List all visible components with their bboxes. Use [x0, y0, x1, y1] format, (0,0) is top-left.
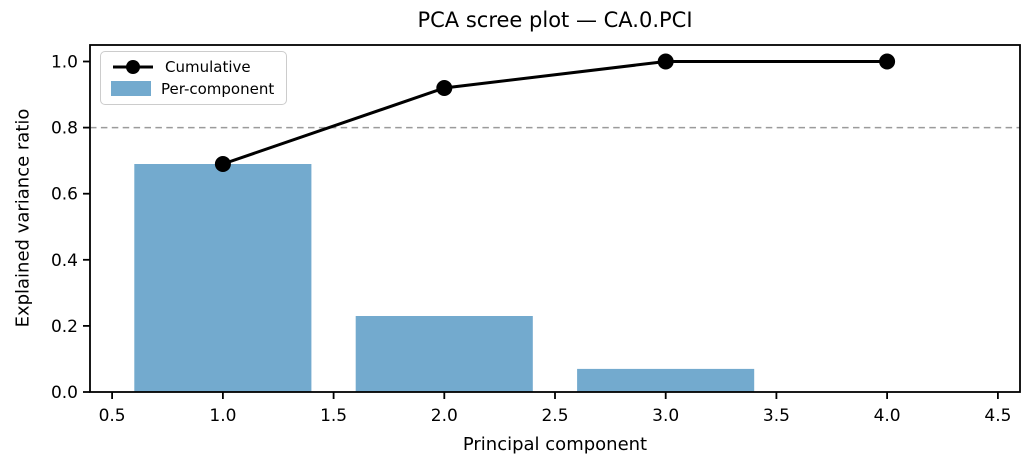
- y-tick-label: 0.2: [51, 317, 78, 337]
- data-point-pc4: [879, 53, 896, 70]
- y-tick-label: 1.0: [51, 53, 78, 73]
- bar-pc1: [134, 164, 312, 392]
- legend: Cumulative Per-component: [100, 51, 288, 105]
- data-point-pc1: [214, 156, 231, 172]
- y-tick-label: 0.8: [51, 119, 78, 139]
- legend-item-cumulative: Cumulative: [111, 59, 274, 76]
- y-tick-label: 0.6: [51, 185, 78, 205]
- x-tick-label: 3.0: [652, 406, 679, 426]
- x-tick-label: 2.0: [431, 406, 458, 426]
- x-tick-label: 4.5: [984, 406, 1011, 426]
- y-axis-label: Explained variance ratio: [12, 108, 34, 328]
- chart-title: PCA scree plot — CA.0.PCI: [417, 8, 693, 32]
- legend-item-per-component: Per-component: [111, 79, 275, 98]
- x-tick-label: 2.5: [541, 406, 568, 426]
- y-tick-label: 0.4: [51, 251, 78, 271]
- x-tick-label: 0.5: [99, 406, 126, 426]
- bar-pc3: [577, 368, 755, 392]
- x-tick-label: 1.0: [209, 406, 236, 426]
- x-axis-label: Principal component: [462, 434, 648, 455]
- cumulative-line: [221, 60, 889, 166]
- x-tick-label: 1.5: [320, 406, 347, 426]
- data-point-pc3: [657, 53, 674, 70]
- data-point-pc2: [436, 80, 453, 96]
- legend-label-per-component: Per-component: [161, 79, 275, 98]
- bar-swatch: [111, 81, 151, 97]
- x-tick-label: 3.5: [763, 406, 790, 426]
- x-tick-label: 4.0: [874, 406, 901, 426]
- line-marker-swatch: [113, 60, 153, 75]
- legend-label-cumulative: Cumulative: [165, 58, 251, 76]
- y-tick-label: 0.0: [51, 383, 78, 403]
- bar-pc2: [355, 316, 533, 392]
